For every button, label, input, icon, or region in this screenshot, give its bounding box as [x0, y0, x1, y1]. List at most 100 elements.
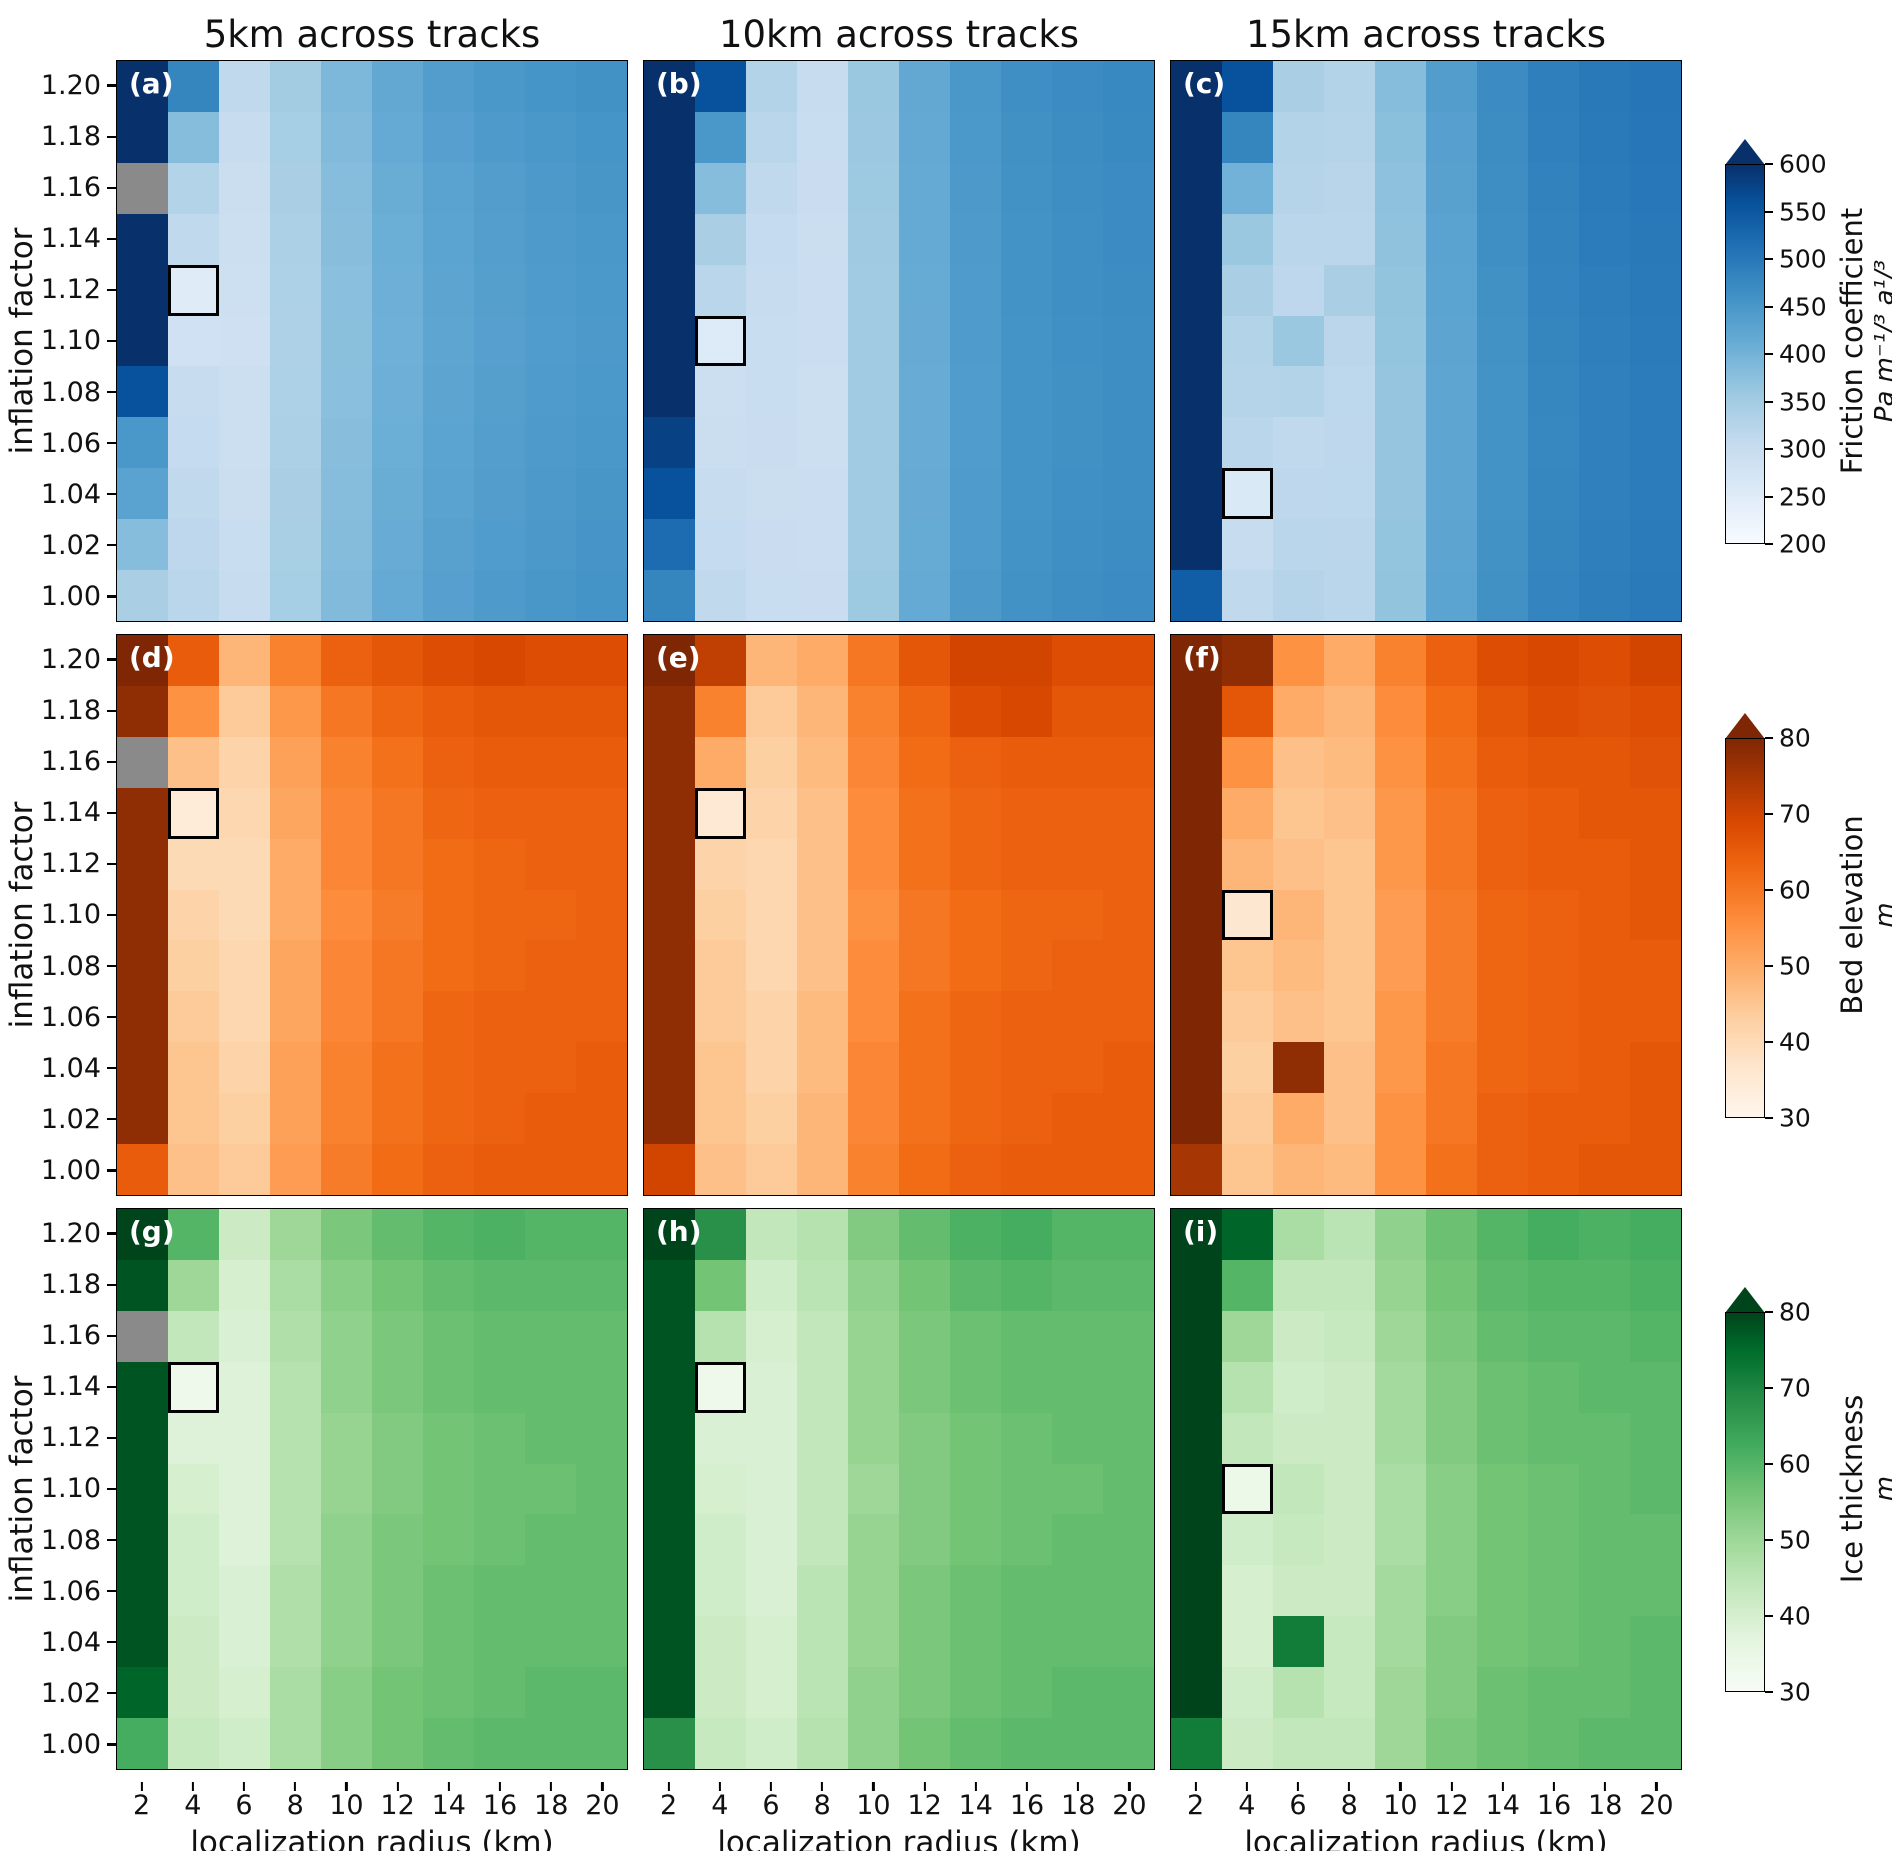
heatmap-cell [1103, 1093, 1154, 1145]
heatmap-cell [1528, 111, 1579, 163]
heatmap-cell [1324, 1209, 1375, 1260]
heatmap-cell [474, 1514, 525, 1566]
heatmap-cell [644, 61, 695, 112]
heatmap-cell [950, 1718, 1001, 1769]
heatmap-cell [219, 61, 270, 112]
heatmap-cell [1426, 519, 1477, 571]
heatmap-cell [1375, 1144, 1426, 1195]
heatmap-cell [576, 213, 627, 265]
heatmap-cell [848, 315, 899, 367]
colorbar-tick-label: 40 [1779, 1027, 1811, 1057]
heatmap-cell [1052, 1093, 1103, 1145]
heatmap-cell [1426, 1514, 1477, 1566]
heatmap-cell [525, 889, 576, 941]
heatmap-cell [576, 1412, 627, 1464]
heatmap-cell [1579, 213, 1630, 265]
heatmap-cell [1579, 1463, 1630, 1515]
heatmap-cell [1426, 570, 1477, 621]
heatmap-cell [848, 519, 899, 571]
heatmap-cell [848, 366, 899, 418]
heatmap-cell [899, 1093, 950, 1145]
y-tick-label: 1.06 [36, 418, 116, 469]
heatmap-cell [1630, 1093, 1681, 1145]
heatmap-cell [321, 1361, 372, 1413]
heatmap-cell [899, 417, 950, 469]
heatmap-cell [746, 213, 797, 265]
heatmap-cell [899, 264, 950, 316]
colorbar-extend-arrow [1725, 1287, 1765, 1313]
heatmap-cell [1171, 787, 1222, 839]
heatmap-cell [117, 213, 168, 265]
heatmap-cell [474, 468, 525, 520]
panel-label: (e) [656, 641, 701, 674]
heatmap-cell [1052, 1565, 1103, 1617]
heatmap-cell [1052, 417, 1103, 469]
heatmap-cell [1273, 838, 1324, 890]
heatmap-cell [1426, 468, 1477, 520]
heatmap-cell [644, 1310, 695, 1362]
heatmap-cell [1171, 1718, 1222, 1769]
heatmap-cell [372, 61, 423, 112]
heatmap-cell [1001, 991, 1052, 1043]
colorbar-extend-arrow [1725, 713, 1765, 739]
heatmap-cell [746, 1310, 797, 1362]
heatmap-cell [746, 1042, 797, 1094]
heatmap-cell [1103, 787, 1154, 839]
heatmap-cell [1324, 468, 1375, 520]
heatmap-cell [1273, 519, 1324, 571]
colorbar-bed-elevation: 30 40 50 60 70 80 Bed elevation m [1725, 634, 1892, 1196]
heatmap-cell [797, 1412, 848, 1464]
heatmap-cell [372, 366, 423, 418]
heatmap-cell [576, 1616, 627, 1668]
heatmap-cell [1273, 417, 1324, 469]
heatmap-cell [797, 417, 848, 469]
x-tick-label: 2 [1170, 1782, 1221, 1821]
heatmap-cell [1273, 940, 1324, 992]
heatmap-cell [372, 162, 423, 214]
heatmap-cell [1171, 736, 1222, 788]
heatmap-cell [372, 991, 423, 1043]
selected-cell [1222, 1463, 1273, 1515]
colorbar-unit: Pa m⁻¹/³ a¹/³ [1869, 259, 1892, 423]
heatmap-cell [1630, 213, 1681, 265]
heatmap-cell [576, 417, 627, 469]
heatmap-cell [1426, 1144, 1477, 1195]
heatmap-cell [746, 417, 797, 469]
heatmap-cell [1375, 1616, 1426, 1668]
heatmap-cell [695, 1616, 746, 1668]
heatmap-cell [270, 519, 321, 571]
heatmap-cell [695, 213, 746, 265]
heatmap-cell [372, 315, 423, 367]
colorbar-tick [1765, 400, 1773, 403]
heatmap-cell [1001, 1042, 1052, 1094]
heatmap-cell [474, 61, 525, 112]
heatmap-cell [1103, 1463, 1154, 1515]
heatmap-cell [1630, 1412, 1681, 1464]
heatmap-cell [1375, 991, 1426, 1043]
heatmap-cell [270, 1514, 321, 1566]
heatmap-cell [1222, 315, 1273, 367]
heatmap-cell [270, 1144, 321, 1195]
heatmap-cell [797, 1361, 848, 1413]
heatmap-cell [644, 366, 695, 418]
x-tick-label: 6 [745, 1782, 796, 1821]
colorbar-tick-label: 30 [1779, 1677, 1811, 1707]
heatmap-cell [1426, 991, 1477, 1043]
heatmap-cell [1324, 213, 1375, 265]
heatmap-cell [746, 315, 797, 367]
heatmap-cell [270, 635, 321, 686]
y-tick-label: 1.02 [36, 520, 116, 571]
heatmap-cell [1052, 940, 1103, 992]
heatmap-cell [644, 519, 695, 571]
colorbar-tick-label: 550 [1779, 197, 1827, 226]
heatmap-cell [1630, 366, 1681, 418]
heatmap-cell [1528, 991, 1579, 1043]
heatmap-cell [117, 1514, 168, 1566]
heatmap-cell [1528, 635, 1579, 686]
heatmap-cell [950, 570, 1001, 621]
heatmap-cell [1579, 736, 1630, 788]
heatmap-cell [423, 519, 474, 571]
y-tick-label: 1.20 [36, 634, 116, 685]
heatmap-cell [644, 685, 695, 737]
heatmap-cell [423, 264, 474, 316]
